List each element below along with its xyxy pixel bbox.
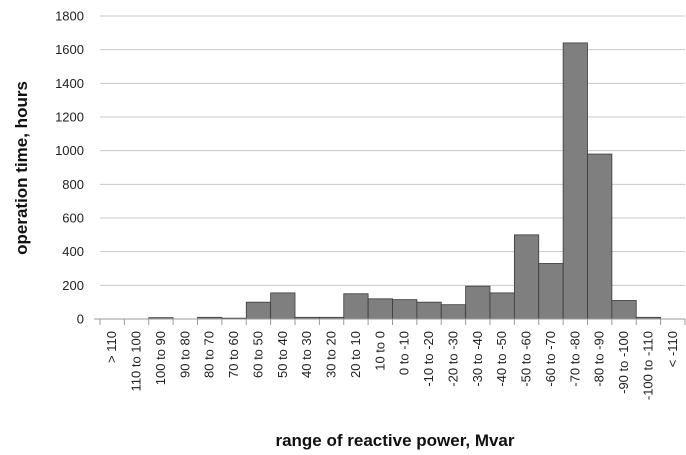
bar xyxy=(562,42,588,320)
x-tick-label: -70 to -80 xyxy=(567,331,582,387)
x-tick-label: 90 to 80 xyxy=(177,331,192,378)
x-tick-label: 30 to 20 xyxy=(324,331,339,378)
x-tick-label: -20 to -30 xyxy=(445,331,460,387)
bar xyxy=(513,234,540,320)
y-tick-label: 0 xyxy=(77,312,84,327)
y-tick-label: 400 xyxy=(62,244,84,259)
x-tick-label: 110 to 100 xyxy=(129,331,144,391)
y-tick-label: 1400 xyxy=(55,76,84,91)
bar xyxy=(392,299,418,320)
y-tick-label: 200 xyxy=(62,278,84,293)
gridlines xyxy=(100,15,685,286)
x-tick-label: 10 to 0 xyxy=(372,331,387,371)
y-tick-label: 600 xyxy=(62,211,84,226)
bar xyxy=(465,285,491,320)
x-tick-label: 60 to 50 xyxy=(250,331,265,378)
x-tick-label: 100 to 90 xyxy=(153,331,168,385)
bar xyxy=(538,263,564,320)
bar xyxy=(416,301,442,320)
bar xyxy=(367,298,393,320)
x-tick-label: 70 to 60 xyxy=(226,331,241,378)
bar xyxy=(440,304,467,320)
x-tick-labels: > 110 110 to 100 100 to 90 90 to 80 80 to 70… xyxy=(104,331,680,400)
x-tick-label: -50 to -60 xyxy=(519,331,534,387)
x-tick-label: -90 to -100 xyxy=(616,331,631,394)
x-tick-label: -10 to -20 xyxy=(421,331,436,387)
bar xyxy=(343,293,369,320)
y-tick-labels: 0 200 400 600 800 1000 1200 1400 1600 1800 xyxy=(55,9,84,327)
y-tick-label: 1600 xyxy=(55,42,84,57)
x-tick-label: > 110 xyxy=(104,331,119,363)
y-tick-label: 1000 xyxy=(55,143,84,158)
x-tick-label: 80 to 70 xyxy=(202,331,217,378)
x-tick-label: 40 to 30 xyxy=(299,331,314,378)
bar xyxy=(611,300,637,320)
y-axis-title: operation time, hours xyxy=(12,81,31,255)
bar xyxy=(270,292,296,320)
x-tick-label: -60 to -70 xyxy=(543,331,558,387)
y-tick-label: 1200 xyxy=(55,110,84,125)
x-tick-label: 50 to 40 xyxy=(275,331,290,378)
bars xyxy=(148,42,662,320)
x-tick-label: 0 to -10 xyxy=(397,331,412,375)
bar xyxy=(587,153,613,320)
bar xyxy=(489,292,515,320)
y-tick-label: 800 xyxy=(62,177,84,192)
x-axis-title: range of reactive power, Mvar xyxy=(275,431,514,450)
x-tick-label: -40 to -50 xyxy=(494,331,509,387)
x-tick-label: -30 to -40 xyxy=(470,331,485,387)
bar xyxy=(245,301,272,320)
x-tick-label: -80 to -90 xyxy=(592,331,607,387)
x-tick-label: 20 to 10 xyxy=(348,331,363,378)
axes xyxy=(94,318,686,325)
x-tick-label: < -110 xyxy=(665,331,680,367)
x-tick-label: -100 to -110 xyxy=(640,331,655,400)
y-tick-label: 1800 xyxy=(55,9,84,24)
